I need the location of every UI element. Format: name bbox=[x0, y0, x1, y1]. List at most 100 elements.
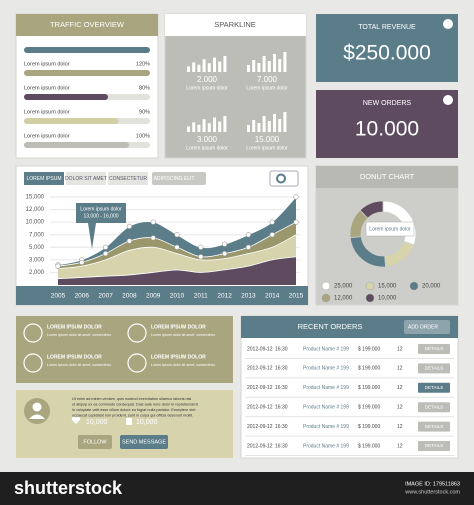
x-tick-label: 2006 bbox=[75, 293, 90, 300]
heart-icon bbox=[71, 416, 81, 424]
x-axis-band bbox=[16, 286, 308, 305]
contact-title: LOREM IPSUM DOLOR bbox=[151, 324, 206, 330]
kpi-menu[interactable] bbox=[443, 19, 453, 29]
panel-header bbox=[165, 14, 306, 36]
order-cell: $ 199.000 bbox=[358, 385, 380, 391]
details-button[interactable] bbox=[418, 382, 450, 393]
sparkline-label: Lorem ipsum dolor bbox=[186, 85, 228, 91]
details-label: DETAILS bbox=[425, 424, 443, 429]
x-tick-label: 2011 bbox=[194, 293, 208, 300]
mini-bar bbox=[202, 59, 206, 72]
mini-bar bbox=[262, 56, 266, 72]
thumbs-icon bbox=[126, 418, 132, 425]
profile-text: ut aliquip ex ea commodo consequat. Duis… bbox=[72, 403, 199, 407]
order-cell: Product Name # 199 bbox=[303, 385, 349, 391]
profile-text: Ut enim ad minim veniam, quis nostrud ex… bbox=[72, 397, 191, 401]
area-line bbox=[57, 234, 297, 270]
mini-bar bbox=[252, 120, 256, 132]
data-point bbox=[222, 241, 228, 247]
mini-bar bbox=[283, 112, 287, 132]
progress-label: Lorem ipsum dolor bbox=[24, 61, 70, 67]
kpi-panel bbox=[316, 90, 458, 158]
order-cell: 12 bbox=[397, 443, 403, 449]
kpi-title: TOTAL REVENUE bbox=[358, 24, 416, 31]
progress-value: 100% bbox=[136, 133, 150, 139]
progress-bar bbox=[24, 142, 129, 148]
order-cell: Product Name # 199 bbox=[303, 346, 349, 352]
tab[interactable] bbox=[108, 172, 148, 185]
mini-bar bbox=[213, 57, 216, 72]
contact-icon bbox=[23, 353, 43, 373]
mini-bar bbox=[218, 61, 222, 72]
details-button[interactable] bbox=[418, 363, 450, 374]
data-point bbox=[102, 250, 109, 257]
order-cell: Product Name # 199 bbox=[303, 366, 349, 372]
footer bbox=[0, 472, 474, 505]
x-tick-label: 2013 bbox=[241, 293, 256, 300]
thumbs-count: 10,000 bbox=[136, 419, 158, 426]
data-point bbox=[245, 244, 251, 250]
add-order-button[interactable] bbox=[404, 320, 450, 334]
tooltip bbox=[76, 203, 126, 249]
legend-label: 12,000 bbox=[334, 296, 353, 302]
mini-bar bbox=[223, 116, 227, 132]
mini-bar bbox=[187, 126, 190, 132]
kpi-menu[interactable] bbox=[443, 95, 453, 105]
data-point bbox=[150, 235, 156, 241]
mini-bar bbox=[262, 116, 266, 132]
order-cell: 2012-09-12 bbox=[247, 424, 273, 430]
tab-label: LOREM IPSUM bbox=[26, 176, 61, 182]
progress-bar bbox=[24, 70, 150, 76]
panel-header bbox=[16, 14, 158, 36]
kpi-value: 10.000 bbox=[355, 118, 419, 141]
dropdown[interactable] bbox=[152, 172, 206, 185]
contact-text: Lorem ipsum dolor sit amet, consectetur bbox=[151, 333, 216, 337]
profile-text: occaecat cupidatat non proident, sunt in… bbox=[72, 414, 193, 418]
contact-icon bbox=[23, 323, 43, 343]
details-button[interactable] bbox=[418, 402, 450, 413]
profile-text: in voluptate velit esse cillum dolore eu… bbox=[72, 408, 196, 412]
panel-title: SPARKLINE bbox=[214, 20, 256, 29]
details-button[interactable] bbox=[418, 344, 450, 354]
mini-bar bbox=[197, 64, 201, 72]
x-tick-label: 2008 bbox=[122, 293, 137, 300]
footer-id: IMAGE ID: 179511863 bbox=[405, 481, 460, 487]
tooltip-title: Lorem ipsum dolor bbox=[80, 206, 122, 212]
order-cell: 2012-09-12 bbox=[247, 385, 273, 391]
order-cell: $ 199.000 bbox=[358, 346, 380, 352]
tab[interactable] bbox=[66, 172, 106, 185]
contact-title: LOREM IPSUM DOLOR bbox=[151, 354, 206, 360]
progress-track bbox=[24, 47, 150, 53]
panel bbox=[15, 13, 159, 159]
sparkline-label: Lorem ipsum dolor bbox=[246, 145, 288, 151]
tab[interactable] bbox=[24, 172, 64, 185]
details-label: DETAILS bbox=[425, 443, 443, 448]
sparkline-label: Lorem ipsum dolor bbox=[246, 85, 288, 91]
legend-swatch bbox=[365, 293, 375, 303]
order-cell: 12 bbox=[397, 385, 403, 391]
follow-button[interactable] bbox=[78, 435, 112, 449]
y-tick-label: 15,000 bbox=[26, 195, 45, 201]
x-tick-label: 2014 bbox=[265, 293, 280, 300]
progress-bar bbox=[24, 118, 119, 124]
add-order-label: ADD ORDER bbox=[408, 324, 438, 330]
legend-swatch bbox=[321, 293, 331, 303]
sparkline-value: 15.000 bbox=[255, 135, 280, 144]
panel-title: RECENT ORDERS bbox=[298, 322, 363, 331]
tab-label: CONSECTETUR bbox=[109, 176, 147, 182]
details-button[interactable] bbox=[418, 441, 450, 451]
data-point bbox=[269, 219, 275, 225]
details-label: DETAILS bbox=[425, 385, 443, 390]
mini-bar bbox=[273, 54, 276, 72]
data-point bbox=[269, 232, 275, 238]
order-cell: 16:30 bbox=[275, 424, 288, 430]
details-label: DETAILS bbox=[425, 404, 443, 409]
message-button[interactable] bbox=[120, 435, 168, 449]
mini-bar bbox=[247, 65, 250, 72]
kpi-title: NEW ORDERS bbox=[363, 100, 412, 107]
details-button[interactable] bbox=[418, 421, 450, 432]
sparkline-value: 2.000 bbox=[197, 75, 218, 84]
y-tick-label: 5,000 bbox=[29, 245, 45, 251]
x-tick-label: 2012 bbox=[217, 293, 232, 300]
